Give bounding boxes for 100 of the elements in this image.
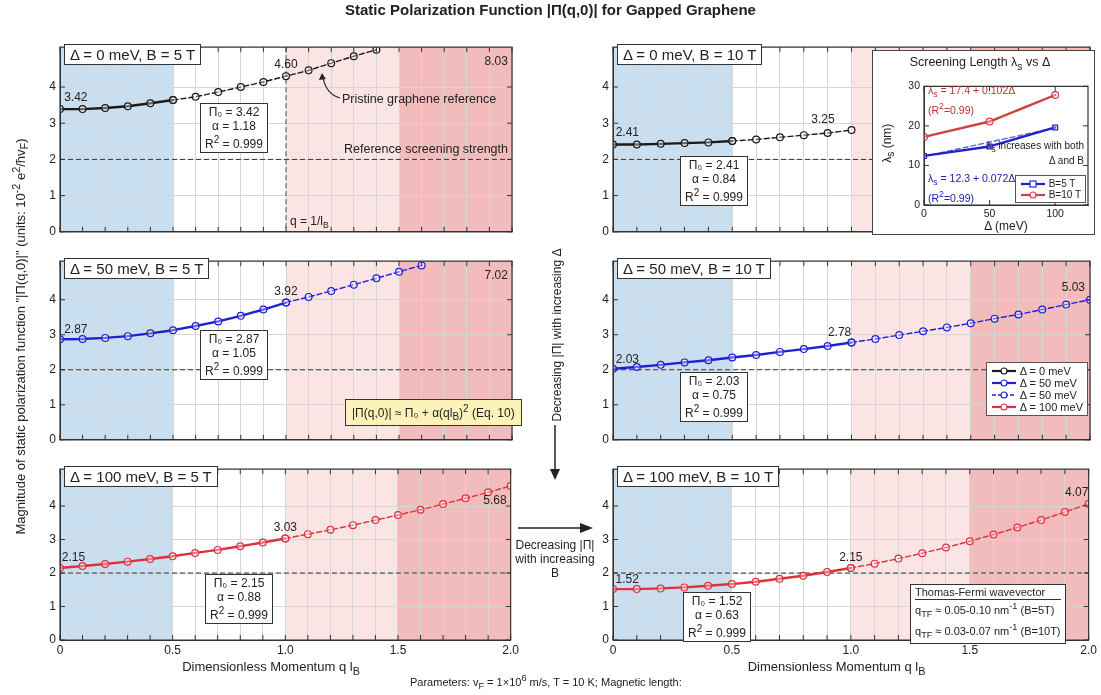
- y-tick-label: 20: [908, 118, 921, 131]
- y-tick-label: 10: [908, 158, 921, 171]
- annotation: 2.78: [827, 325, 852, 340]
- annotation: Π₀ = 2.41: [688, 158, 740, 172]
- chart-title: Screening Length λ$_{s}$ vs Δ: [908, 55, 1052, 72]
- y-tick-label: 0: [49, 632, 57, 647]
- annotation: α = 0.84: [691, 172, 736, 186]
- y-tick-label: 3: [602, 327, 610, 342]
- y-tick-label: 0: [49, 224, 57, 239]
- y-tick-label: 2: [49, 151, 57, 166]
- y-tick-label: 2: [602, 565, 610, 580]
- y-tick-label: 1: [602, 598, 610, 613]
- annotation: 1.52: [615, 572, 640, 587]
- annotation: 3.03: [273, 520, 298, 535]
- x-axis-title: Dimensionless Momentum q l$_{B}$: [746, 659, 927, 677]
- y-tick-label: 1: [602, 187, 610, 202]
- annotation: (R$^{2}$=0.99): [928, 189, 975, 204]
- annotation: Thomas-Fermi wavevector: [915, 586, 1061, 600]
- annotation: 7.02: [484, 267, 509, 282]
- y-tick-label: 4: [49, 498, 57, 513]
- legend-label: Δ = 0 meV: [1019, 364, 1071, 377]
- x-tick-label: 2.0: [1080, 642, 1098, 657]
- annotation: q$_{TF}$ ≈ 0.05-0.10 nm$^{-1}$ (B=5T): [915, 601, 1055, 619]
- annotation: Δ = 50 meV, B = 5 T: [64, 258, 210, 279]
- annotation: R$^{2}$ = 0.999: [685, 403, 743, 420]
- y-tick-label: 0: [914, 197, 921, 210]
- y-tick-label: 2: [49, 362, 57, 377]
- annotation: α = 0.63: [694, 608, 739, 622]
- annotation: α = 1.05: [211, 346, 256, 360]
- y-tick-label: 2: [49, 565, 57, 580]
- annotation: 4.07: [1065, 484, 1089, 499]
- x-axis-title: Dimensionless Momentum q l$_{B}$: [181, 659, 361, 677]
- y-tick-label: 0: [602, 432, 610, 447]
- y-tick-label: 1: [49, 187, 57, 202]
- annotation: 2.15: [61, 550, 86, 565]
- annotation: R$^{2}$ = 0.999: [205, 361, 263, 378]
- annotation: 2.41: [615, 124, 640, 139]
- x-tick-label: 50: [983, 207, 996, 220]
- annotation: 3.25: [811, 111, 835, 126]
- x-tick-label: 0.5: [723, 642, 741, 657]
- legend-label: Δ = 50 meV: [1019, 376, 1077, 389]
- annotation: λ$_{s}$ = 12.3 + 0.072Δ: [928, 172, 1016, 188]
- annotation: α = 1.18: [211, 119, 256, 133]
- y-tick-label: 3: [49, 115, 57, 130]
- annotation: λ$_{s}$ increases with both Δ and B: [985, 140, 1084, 166]
- annotation: Π₀ = 2.87: [208, 332, 260, 346]
- annotation: R$^{2}$ = 0.999: [205, 134, 263, 151]
- annotation: 5.68: [483, 493, 507, 508]
- annotation: Π₀ = 2.15: [213, 576, 265, 590]
- y-tick-label: 4: [602, 292, 610, 307]
- annotation: 2.03: [615, 351, 640, 366]
- annotation: 3.42: [64, 90, 88, 105]
- legend-label: Δ = 50 meV: [1019, 388, 1077, 401]
- x-tick-label: 1.5: [389, 642, 407, 657]
- y-tick-label: 0: [602, 224, 610, 239]
- y-tick-label: 4: [49, 79, 57, 94]
- annotation: (R$^{2}$=0.99): [928, 101, 975, 116]
- y-tick-label: 2: [602, 151, 610, 166]
- annotation: α = 0.75: [691, 388, 736, 402]
- annotation: Δ = 50 meV, B = 10 T: [617, 258, 771, 279]
- y-tick-label: 3: [602, 531, 610, 546]
- annotation: Pristine graphene reference: [341, 92, 497, 107]
- annotation: Π₀ = 1.52: [691, 594, 743, 608]
- annotation: 5.03: [1061, 279, 1086, 294]
- annotation: R$^{2}$ = 0.999: [685, 187, 743, 204]
- annotation: |Π(q,0)| ≈ Π₀ + α(ql$_{B}$)$^{2}$ (Eq. 10): [345, 399, 522, 427]
- ref-line-label: Reference screening strength: [344, 141, 509, 156]
- y-tick-label: 1: [602, 397, 610, 412]
- annotation: Δ = 0 meV, B = 5 T: [64, 44, 202, 65]
- annotation: q$_{TF}$ ≈ 0.03-0.07 nm$^{-1}$ (B=10T): [915, 621, 1061, 640]
- y-tick-label: 1: [49, 397, 57, 412]
- x-tick-label: 1.0: [276, 642, 294, 657]
- x-tick-label: 1.5: [961, 642, 979, 657]
- x-tick-label: 0.5: [164, 642, 182, 657]
- annotation: 8.03: [484, 53, 509, 68]
- y-tick-label: 4: [49, 292, 57, 307]
- legend-label: B=10 T: [1048, 189, 1081, 200]
- x-tick-label: 2.0: [502, 642, 520, 657]
- y-tick-label: 1: [49, 598, 57, 613]
- annotation: Δ = 100 meV, B = 10 T: [617, 466, 780, 487]
- x-tick-label: 1.0: [842, 642, 860, 657]
- annotation: 3.92: [274, 284, 298, 299]
- legend-label: Δ = 100 meV: [1019, 400, 1083, 413]
- text: Decreasing |Π| with increasing B: [514, 538, 596, 580]
- y-tick-label: 4: [602, 498, 610, 513]
- annotation: R$^{2}$ = 0.999: [688, 623, 746, 640]
- annotation: α = 0.88: [216, 590, 261, 604]
- text: Parameters: v$_{F}$ = 1×10$^{6}$ m/s, T = 10 K; Magnetic length:: [410, 673, 682, 691]
- y-tick-label: 3: [49, 327, 57, 342]
- text: Static Polarization Function |Π(q,0)| for Gapped Graphene: [344, 1, 757, 18]
- annotation: Δ = 0 meV, B = 10 T: [617, 44, 763, 65]
- annotation: λ$_{s}$ = 17.4 + 0.102Δ: [928, 84, 1016, 100]
- y-tick-label: 3: [602, 115, 610, 130]
- annotation: Π₀ = 3.42: [208, 105, 260, 119]
- y-tick-label: 3: [49, 531, 57, 546]
- annotation: Π₀ = 2.03: [688, 374, 740, 388]
- y-tick-label: 4: [602, 79, 610, 94]
- x-axis-title: Δ (meV): [983, 219, 1029, 233]
- y-tick-label: 0: [49, 432, 57, 447]
- y-tick-label: 30: [908, 79, 921, 92]
